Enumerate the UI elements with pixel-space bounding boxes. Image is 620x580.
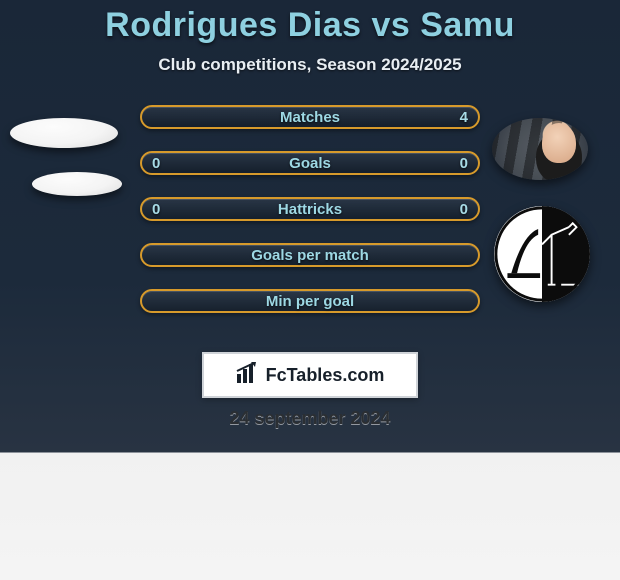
bars-icon — [236, 362, 260, 389]
stat-label: Hattricks — [142, 199, 478, 219]
stat-row-goals-per-match: Goals per match — [140, 243, 480, 267]
stat-label: Matches — [142, 107, 478, 127]
stat-right-value: 0 — [460, 199, 468, 219]
stat-row-hattricks: 0 Hattricks 0 — [140, 197, 480, 221]
stat-row-goals: 0 Goals 0 — [140, 151, 480, 175]
stat-right-value: 0 — [460, 153, 468, 173]
stat-left-value: 0 — [152, 199, 160, 219]
date-label: 24 september 2024 — [0, 408, 620, 429]
stat-row-matches: Matches 4 — [140, 105, 480, 129]
brand-label: FcTables.com — [266, 365, 385, 386]
stat-right-value: 4 — [460, 107, 468, 127]
stat-label: Min per goal — [142, 291, 478, 311]
stat-row-min-per-goal: Min per goal — [140, 289, 480, 313]
brand-link[interactable]: FcTables.com — [202, 352, 418, 398]
stat-label: Goals — [142, 153, 478, 173]
stat-bars: Matches 4 0 Goals 0 0 Hattricks 0 Goals … — [140, 105, 480, 335]
page-title: Rodrigues Dias vs Samu — [0, 0, 620, 45]
stat-left-value: 0 — [152, 153, 160, 173]
stat-label: Goals per match — [142, 245, 478, 265]
page-subtitle: Club competitions, Season 2024/2025 — [0, 55, 620, 75]
